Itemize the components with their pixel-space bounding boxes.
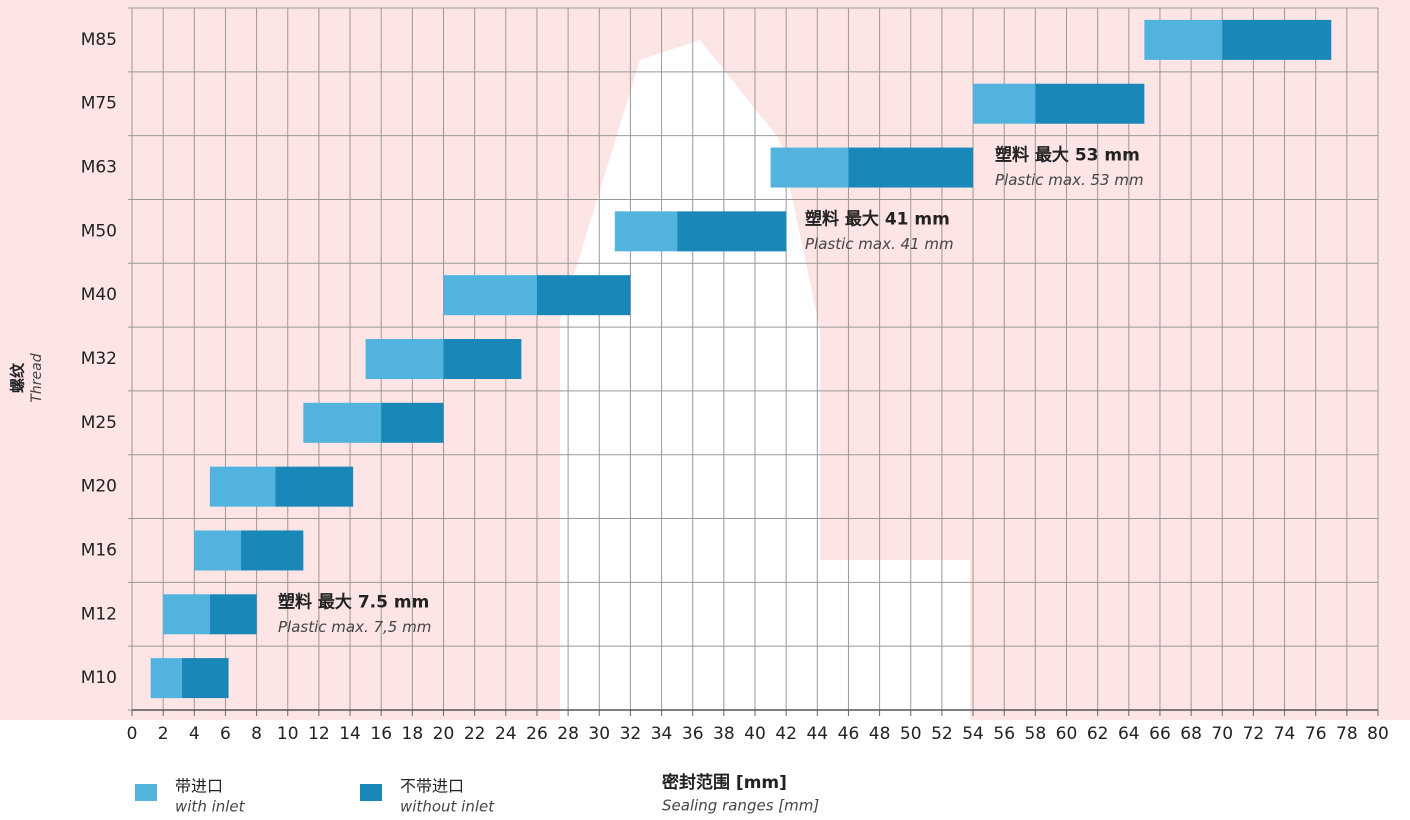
- x-tick-label: 2: [158, 724, 169, 744]
- annotation-en: Plastic max. 41 mm: [805, 235, 954, 253]
- range-bar: [365, 339, 444, 379]
- range-bar: [1222, 19, 1332, 60]
- x-tick-label: 22: [464, 724, 486, 744]
- legend-label: 不带进口: [400, 777, 464, 796]
- y-tick-label: M12: [81, 604, 117, 624]
- x-tick-label: 52: [931, 724, 953, 744]
- legend-swatch: [360, 784, 382, 801]
- y-tick-label: M75: [81, 94, 117, 114]
- x-tick-label: 30: [588, 724, 610, 744]
- x-tick-label: 6: [220, 724, 231, 744]
- range-bar: [194, 530, 242, 571]
- annotation-en: Plastic max. 53 mm: [995, 171, 1144, 189]
- x-tick-label: 50: [900, 724, 922, 744]
- range-bar: [614, 211, 678, 252]
- legend-label-en: without inlet: [400, 798, 495, 816]
- y-tick-label: M85: [81, 30, 117, 50]
- range-bar: [181, 658, 229, 699]
- range-bar: [536, 275, 631, 316]
- y-axis-label-en: Thread: [29, 353, 45, 402]
- x-tick-label: 74: [1274, 724, 1296, 744]
- x-tick-label: 48: [869, 724, 891, 744]
- range-bar: [848, 147, 974, 188]
- range-bar: [275, 466, 354, 507]
- range-bar: [381, 402, 444, 443]
- x-tick-label: 66: [1149, 724, 1171, 744]
- x-tick-label: 58: [1025, 724, 1047, 744]
- x-tick-label: 8: [251, 724, 262, 744]
- x-tick-label: 76: [1305, 724, 1327, 744]
- range-bar: [1035, 83, 1145, 124]
- y-tick-label: M16: [81, 540, 117, 560]
- x-tick-label: 20: [433, 724, 455, 744]
- x-tick-label: 42: [775, 724, 797, 744]
- x-tick-label: 72: [1243, 724, 1265, 744]
- x-tick-label: 0: [127, 724, 138, 744]
- range-bar: [973, 83, 1036, 124]
- legend-label-en: with inlet: [175, 798, 246, 816]
- x-tick-label: 10: [277, 724, 299, 744]
- x-tick-label: 68: [1180, 724, 1202, 744]
- x-tick-label: 16: [370, 724, 392, 744]
- x-tick-label: 38: [713, 724, 735, 744]
- range-bar: [241, 530, 304, 571]
- range-bar: [443, 339, 522, 379]
- annotation: 塑料 最大 41 mm: [805, 208, 950, 229]
- y-tick-label: M20: [81, 477, 117, 497]
- y-tick-label: M10: [81, 668, 117, 688]
- x-tick-label: 4: [189, 724, 200, 744]
- legend-swatch: [135, 784, 157, 801]
- x-tick-label: 36: [682, 724, 704, 744]
- range-bar: [303, 402, 382, 443]
- range-bar: [677, 211, 787, 252]
- x-tick-label: 40: [744, 724, 766, 744]
- range-bar: [150, 658, 182, 699]
- y-tick-label: M32: [81, 349, 117, 369]
- x-tick-label: 64: [1118, 724, 1140, 744]
- annotation: 塑料 最大 7.5 mm: [278, 591, 429, 612]
- y-axis-label: 螺纹: [9, 362, 27, 393]
- range-bar: [209, 594, 257, 635]
- x-tick-label: 24: [495, 724, 517, 744]
- range-bar: [209, 466, 276, 507]
- x-tick-label: 32: [620, 724, 642, 744]
- x-tick-label: 70: [1211, 724, 1233, 744]
- x-tick-label: 62: [1087, 724, 1109, 744]
- annotation-en: Plastic max. 7,5 mm: [278, 618, 431, 636]
- range-bar: [770, 147, 849, 188]
- x-axis-label: 密封范围 [mm]: [662, 772, 787, 793]
- x-tick-label: 34: [651, 724, 673, 744]
- x-tick-label: 78: [1336, 724, 1358, 744]
- legend-label: 带进口: [175, 777, 223, 796]
- x-tick-label: 56: [993, 724, 1015, 744]
- x-axis-label-en: Sealing ranges [mm]: [662, 797, 819, 815]
- watermark: [560, 40, 970, 720]
- x-tick-label: 14: [339, 724, 361, 744]
- x-tick-label: 44: [806, 724, 828, 744]
- x-tick-label: 54: [962, 724, 984, 744]
- x-tick-label: 28: [557, 724, 579, 744]
- range-bar: [163, 594, 210, 635]
- y-tick-label: M50: [81, 221, 117, 241]
- y-tick-label: M63: [81, 158, 117, 178]
- x-tick-label: 26: [526, 724, 548, 744]
- x-tick-label: 80: [1367, 724, 1389, 744]
- range-bar: [443, 275, 537, 316]
- x-tick-label: 18: [402, 724, 424, 744]
- x-tick-label: 60: [1056, 724, 1078, 744]
- x-tick-label: 46: [838, 724, 860, 744]
- annotation: 塑料 最大 53 mm: [995, 145, 1140, 166]
- y-tick-label: M40: [81, 285, 117, 305]
- x-tick-label: 12: [308, 724, 330, 744]
- y-tick-label: M25: [81, 413, 117, 433]
- range-bar: [1144, 19, 1223, 60]
